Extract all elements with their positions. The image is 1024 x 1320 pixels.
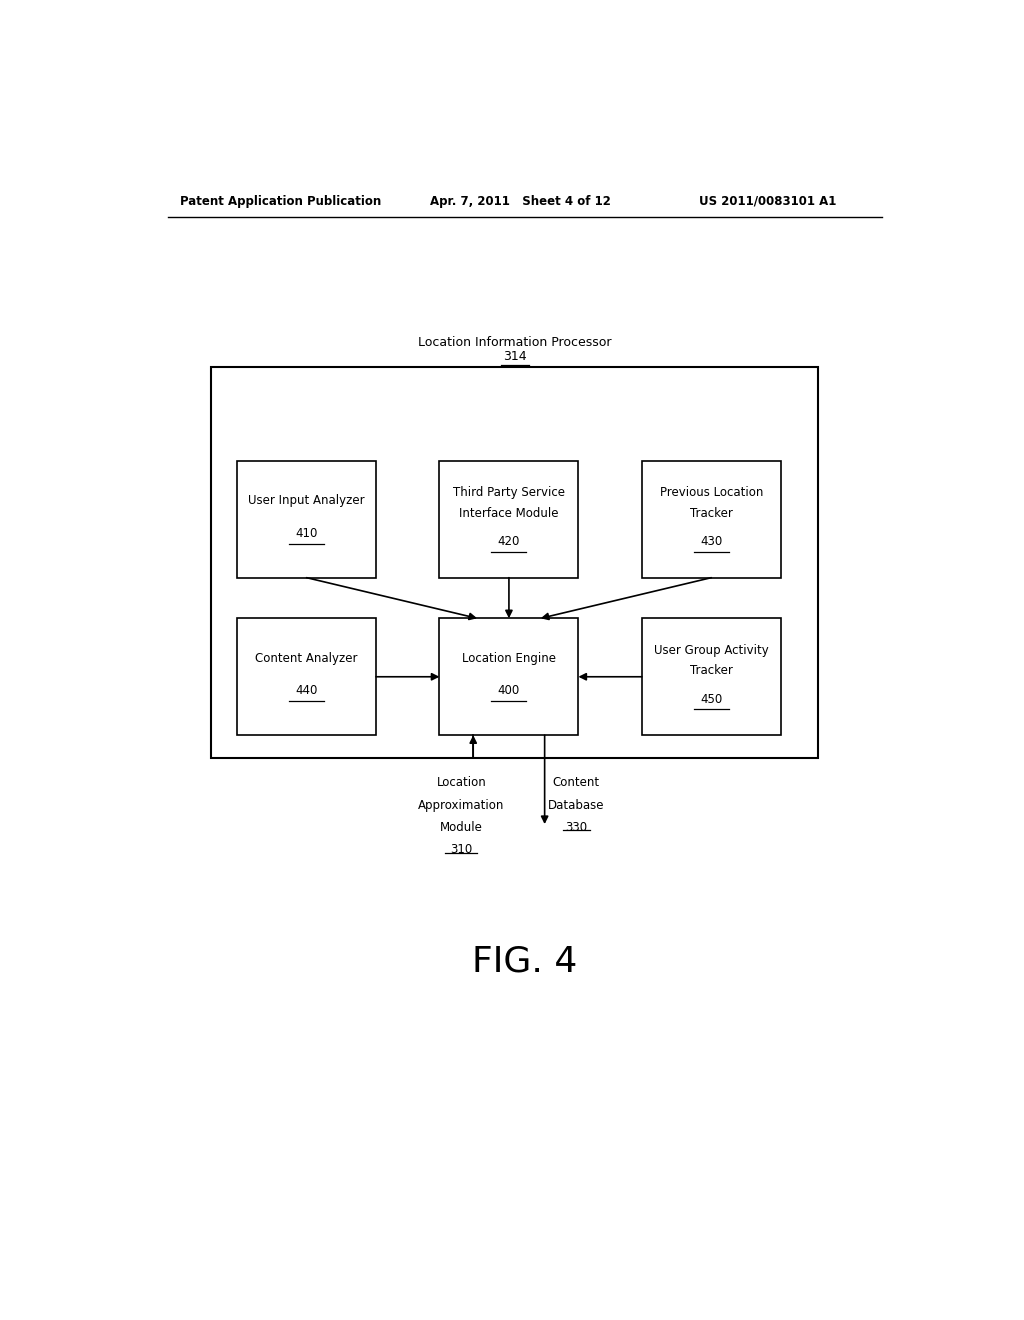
Text: 330: 330: [565, 821, 588, 834]
Text: User Input Analyzer: User Input Analyzer: [248, 495, 365, 507]
Text: Location: Location: [436, 776, 486, 789]
Text: FIG. 4: FIG. 4: [472, 944, 578, 978]
Bar: [439, 461, 579, 578]
Bar: [642, 618, 780, 735]
Text: US 2011/0083101 A1: US 2011/0083101 A1: [699, 194, 837, 207]
Text: 400: 400: [498, 685, 520, 697]
Text: Database: Database: [548, 799, 604, 812]
Text: Interface Module: Interface Module: [459, 507, 559, 520]
Text: 310: 310: [451, 843, 472, 857]
Text: Third Party Service: Third Party Service: [453, 486, 565, 499]
Text: User Group Activity: User Group Activity: [654, 644, 769, 657]
Text: 430: 430: [700, 535, 722, 548]
Bar: [642, 461, 780, 578]
Text: Location Information Processor: Location Information Processor: [418, 335, 611, 348]
Text: 450: 450: [700, 693, 722, 706]
Text: 440: 440: [295, 685, 317, 697]
Text: Tracker: Tracker: [690, 507, 733, 520]
Text: Content: Content: [553, 776, 600, 789]
Bar: [238, 461, 376, 578]
Bar: [439, 618, 579, 735]
Text: 420: 420: [498, 535, 520, 548]
Bar: [211, 367, 818, 758]
Text: Patent Application Publication: Patent Application Publication: [179, 194, 381, 207]
Text: 314: 314: [503, 350, 526, 363]
Text: Previous Location: Previous Location: [659, 486, 763, 499]
Text: Tracker: Tracker: [690, 664, 733, 677]
Bar: [238, 618, 376, 735]
Text: Content Analyzer: Content Analyzer: [255, 652, 357, 665]
Text: Module: Module: [440, 821, 482, 834]
Text: Location Engine: Location Engine: [462, 652, 556, 665]
Text: Approximation: Approximation: [418, 799, 505, 812]
Text: 410: 410: [295, 527, 317, 540]
Text: Apr. 7, 2011   Sheet 4 of 12: Apr. 7, 2011 Sheet 4 of 12: [430, 194, 610, 207]
